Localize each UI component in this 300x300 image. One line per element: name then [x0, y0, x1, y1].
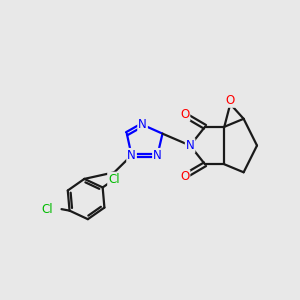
Text: N: N: [127, 149, 136, 162]
Text: Cl: Cl: [108, 172, 120, 186]
Text: O: O: [226, 94, 235, 107]
Text: N: N: [138, 118, 147, 131]
Text: N: N: [153, 149, 162, 162]
Text: O: O: [180, 170, 189, 183]
Text: O: O: [180, 108, 189, 121]
Text: Cl: Cl: [42, 202, 53, 216]
Text: N: N: [186, 139, 194, 152]
